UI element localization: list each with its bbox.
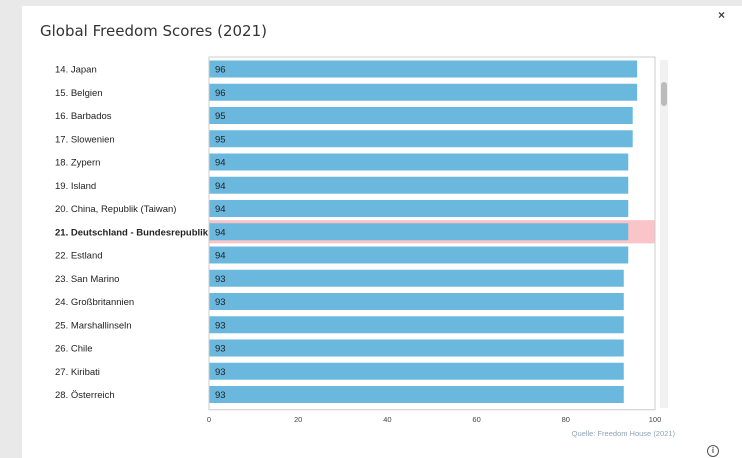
data-label: 93 (215, 320, 226, 331)
data-label: 94 (215, 158, 226, 169)
category-label: 15. Belgien (55, 88, 103, 99)
bar[interactable] (209, 83, 638, 101)
bar[interactable] (209, 223, 629, 241)
data-label: 93 (215, 390, 226, 401)
category-label: 16. Barbados (55, 111, 112, 122)
category-label: 26. Chile (55, 344, 93, 355)
category-label: 14. Japan (55, 65, 97, 76)
category-label: 22. Estland (55, 251, 103, 262)
category-label: 23. San Marino (55, 274, 119, 285)
bar[interactable] (209, 339, 624, 357)
category-label: 21. Deutschland - Bundesrepublik (55, 227, 209, 238)
plot-frame (208, 56, 656, 411)
data-label: 94 (215, 227, 226, 238)
bar[interactable] (209, 60, 638, 78)
x-tick-label: 100 (649, 415, 662, 424)
bar[interactable] (209, 200, 629, 217)
bar[interactable] (209, 293, 624, 310)
data-label: 95 (215, 111, 226, 122)
x-tick-label: 60 (472, 415, 480, 424)
chart-title: Global Freedom Scores (2021) (40, 22, 267, 40)
category-label: 20. China, Republik (Taiwan) (55, 204, 176, 215)
info-icon[interactable]: i (707, 445, 719, 457)
close-button[interactable]: × (718, 8, 726, 22)
data-label: 93 (215, 297, 226, 308)
data-label: 94 (215, 181, 226, 192)
data-label: 93 (215, 344, 226, 355)
category-label: 24. Großbritannien (55, 297, 134, 308)
bar[interactable] (209, 246, 629, 264)
category-label: 25. Marshallinseln (55, 320, 132, 331)
data-label: 95 (215, 134, 226, 145)
bar[interactable] (209, 130, 633, 148)
x-tick-label: 40 (383, 415, 391, 424)
bar[interactable] (209, 176, 629, 194)
category-label: 17. Slowenien (55, 134, 115, 145)
bar[interactable] (209, 107, 633, 124)
category-label: 28. Österreich (55, 390, 115, 401)
bar[interactable] (209, 386, 624, 403)
data-label: 93 (215, 274, 226, 285)
x-tick-label: 20 (294, 415, 302, 424)
x-tick-label: 0 (207, 415, 211, 424)
category-label: 18. Zypern (55, 158, 100, 169)
data-label: 93 (215, 367, 226, 378)
bar[interactable] (209, 316, 624, 334)
chart-source: Quelle: Freedom House (2021) (571, 429, 675, 438)
bar[interactable] (209, 153, 629, 171)
bar[interactable] (209, 269, 624, 287)
scrollbar-track[interactable] (660, 60, 668, 408)
data-label: 96 (215, 88, 226, 99)
data-label: 94 (215, 251, 226, 262)
scrollbar-thumb[interactable] (661, 82, 667, 106)
category-label: 27. Kiribati (55, 367, 100, 378)
data-label: 94 (215, 204, 226, 215)
bar[interactable] (209, 362, 624, 380)
x-tick-label: 80 (562, 415, 570, 424)
category-label: 19. Island (55, 181, 96, 192)
data-label: 96 (215, 65, 226, 76)
